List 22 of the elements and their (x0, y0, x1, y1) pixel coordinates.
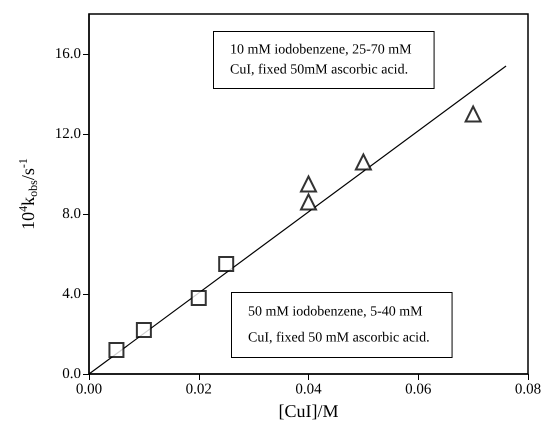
y-axis-title: 104kobs/s-1 (16, 158, 40, 230)
point (108, 342, 124, 358)
x-tick-label: 0.08 (514, 382, 542, 398)
x-tick-label: 0.06 (405, 382, 432, 398)
x-axis-title: [CuI]/M (278, 400, 338, 421)
x-tick-label: 0.04 (295, 382, 322, 398)
y-tick-label: 4.0 (62, 286, 81, 302)
y-tick-label: 16.0 (54, 46, 81, 62)
x-tick-label: 0.00 (76, 382, 102, 398)
y-tick-label: 12.0 (54, 126, 81, 142)
annotation: 50 mM iodobenzene, 5-40 mM CuI, fixed 50 mM ascorbic acid. (248, 304, 430, 346)
y-tick-label: 0.0 (62, 366, 81, 382)
point (300, 194, 317, 210)
point (354, 154, 372, 170)
point (300, 176, 317, 192)
point (136, 322, 152, 338)
point (218, 256, 234, 272)
y-tick-label: 8.0 (62, 206, 81, 222)
x-tick-label: 0.02 (186, 382, 212, 398)
point (190, 290, 207, 306)
annotation: 10 mM iodobenzene, 25-70 mM CuI, fixed 50mM ascorbic acid. (230, 42, 412, 78)
point (464, 106, 482, 122)
